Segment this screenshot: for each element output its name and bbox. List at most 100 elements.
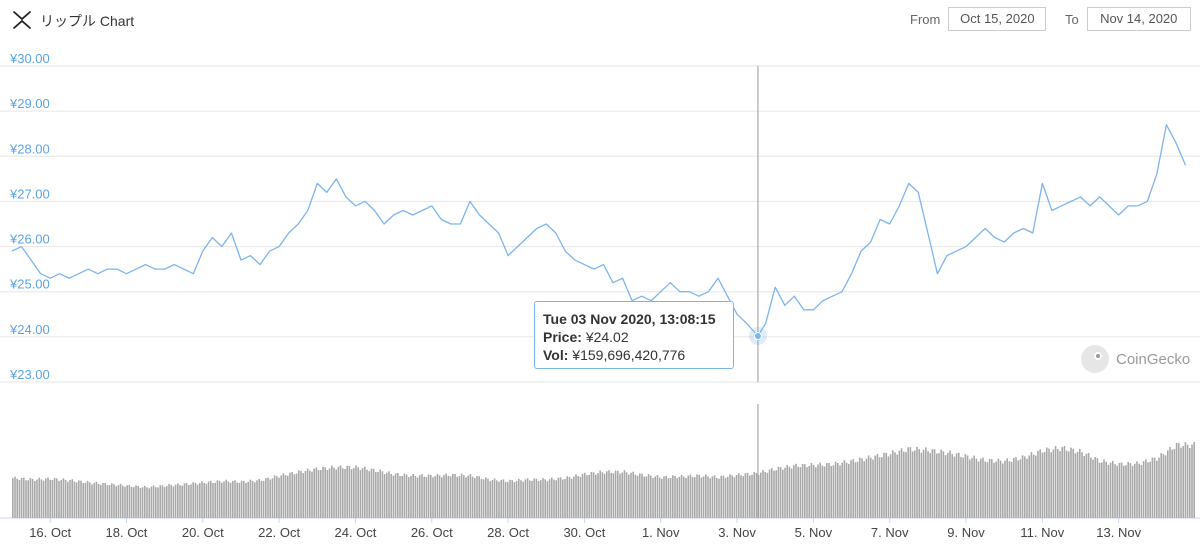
volume-bar: [36, 479, 38, 518]
volume-bar: [130, 486, 133, 518]
volume-bar: [265, 478, 267, 518]
volume-bar: [826, 463, 828, 518]
volume-bar: [922, 449, 925, 518]
volume-bar: [346, 465, 348, 518]
volume-bar: [502, 479, 505, 518]
volume-bar: [383, 474, 386, 518]
volume-bar: [73, 481, 76, 518]
volume-bar: [97, 483, 100, 518]
volume-bar: [194, 482, 197, 518]
volume-bar: [581, 473, 584, 518]
volume-bar: [469, 474, 472, 518]
from-date-input[interactable]: Oct 15, 2020: [948, 7, 1047, 31]
volume-bar: [337, 466, 340, 518]
volume-bar: [269, 479, 271, 518]
volume-bar: [753, 472, 755, 518]
to-date-input[interactable]: Nov 14, 2020: [1086, 7, 1191, 31]
volume-bar: [273, 475, 276, 518]
volume-bar: [500, 479, 502, 518]
volume-bar: [727, 476, 729, 518]
volume-bar: [665, 475, 667, 518]
volume-bar: [988, 458, 991, 518]
volume-bar: [918, 449, 920, 518]
volume-bar: [102, 483, 104, 518]
volume-bar: [139, 488, 142, 518]
volume-bar: [42, 480, 45, 518]
x-tick-label: 7. Nov: [871, 525, 909, 540]
volume-bar: [56, 478, 58, 518]
volume-bar: [603, 473, 606, 518]
volume-bar: [742, 476, 744, 518]
volume-bar: [1123, 465, 1125, 518]
volume-bar: [595, 474, 597, 518]
volume-bar: [757, 474, 760, 518]
volume-bar: [685, 478, 687, 518]
volume-bar: [568, 476, 571, 518]
volume-bar: [892, 450, 894, 518]
volume-bar: [276, 476, 278, 518]
volume-bar: [326, 470, 329, 518]
volume-bar: [931, 449, 934, 518]
volume-bar: [207, 481, 210, 518]
volume-bar: [414, 475, 417, 518]
volume-bar: [1070, 447, 1072, 518]
volume-bar: [240, 480, 243, 518]
volume-bar: [64, 479, 67, 518]
volume-bar: [148, 488, 150, 518]
volume-bar: [1039, 449, 1041, 518]
volume-bar: [181, 485, 183, 518]
volume-bar: [606, 471, 608, 518]
volume-bar: [1112, 460, 1114, 518]
volume-bar: [1180, 447, 1182, 518]
volume-bar: [93, 483, 95, 518]
volume-bar: [1021, 455, 1024, 518]
volume-bar: [1189, 448, 1191, 518]
volume-bar: [980, 458, 982, 518]
chart-header: リップル Chart From Oct 15, 2020 To Nov 14, …: [0, 0, 1200, 40]
volume-bar: [883, 452, 885, 518]
volume-bar: [86, 481, 89, 518]
volume-bar: [401, 476, 403, 518]
volume-bar: [920, 452, 923, 518]
volume-bar: [247, 481, 249, 518]
volume-bar: [933, 449, 936, 518]
volume-bar: [999, 460, 1002, 518]
volume-bar: [258, 479, 260, 518]
volume-bar: [361, 468, 364, 518]
volume-bar: [498, 481, 500, 518]
volume-bar: [944, 455, 947, 518]
volume-bar: [700, 477, 703, 518]
volume-bar: [680, 474, 683, 518]
volume-bar: [817, 464, 819, 518]
volume-bar: [425, 477, 428, 518]
volume-bar: [977, 461, 980, 518]
volume-bar: [859, 457, 861, 518]
volume-bar: [1127, 461, 1129, 518]
volume-bar: [1145, 459, 1147, 518]
volume-bar: [905, 452, 907, 518]
volume-bar: [379, 469, 381, 518]
volume-bar: [60, 480, 62, 518]
volume-bar: [876, 453, 879, 518]
volume-bar: [797, 466, 799, 518]
volume-bar: [1120, 462, 1123, 518]
volume-bar: [236, 482, 238, 518]
volume-bar: [487, 478, 489, 518]
volume-bar: [504, 481, 507, 518]
volume-bar: [196, 484, 199, 518]
volume-bar: [344, 469, 346, 518]
volume-bar: [89, 482, 91, 518]
volume-bar: [232, 481, 234, 518]
volume-bar: [170, 485, 172, 518]
volume-bar: [166, 486, 168, 518]
volume-bar: [163, 487, 166, 518]
volume-bar: [408, 477, 410, 518]
volume-bar: [1024, 456, 1026, 518]
volume-bar: [1092, 459, 1094, 518]
volume-bar: [1002, 463, 1004, 518]
volume-bar: [641, 473, 643, 518]
volume-bar: [254, 482, 256, 518]
volume-bar: [812, 464, 815, 518]
volume-bar: [1125, 465, 1127, 518]
